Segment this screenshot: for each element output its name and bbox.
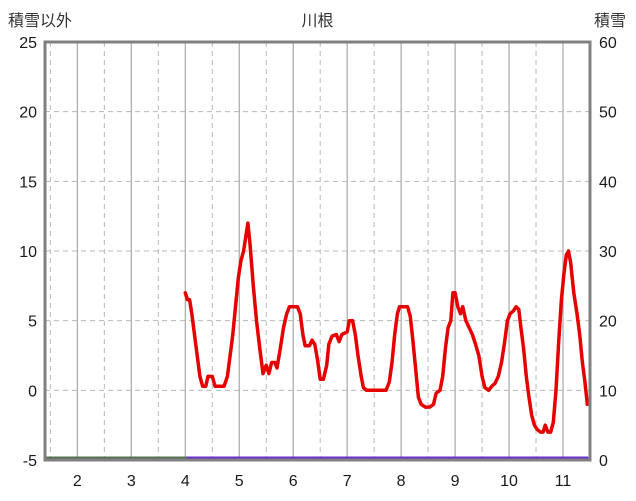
right-tick-label: 10: [599, 383, 617, 400]
series-red-line: [183, 221, 590, 434]
left-tick-label: -5: [23, 453, 37, 470]
x-tick-label: 11: [555, 473, 572, 490]
x-tick-label: 9: [451, 473, 460, 490]
right-tick-label: 0: [599, 453, 608, 470]
chart-title: 川根: [301, 13, 334, 30]
x-tick-label: 5: [235, 473, 244, 490]
left-tick-label: 5: [28, 314, 37, 331]
right-tick-label: 40: [599, 174, 617, 191]
left-tick-label: 10: [19, 244, 37, 261]
x-tick-label: 3: [127, 473, 136, 490]
right-tick-label: 60: [599, 35, 617, 52]
left-axis-title: 積雪以外: [8, 13, 73, 30]
x-tick-label: 8: [397, 473, 406, 490]
left-tick-label: 0: [28, 383, 37, 400]
right-tick-label: 50: [599, 105, 617, 122]
left-tick-label: 20: [19, 105, 37, 122]
x-tick-label: 2: [73, 473, 82, 490]
left-tick-label: 15: [19, 174, 37, 191]
right-tick-label: 30: [599, 244, 617, 261]
right-tick-label: 20: [599, 314, 617, 331]
x-tick-label: 7: [343, 473, 352, 490]
plot-frame: [43, 40, 592, 462]
right-axis-title: 積雪: [593, 13, 626, 30]
left-tick-label: 25: [19, 35, 37, 52]
x-tick-label: 10: [500, 473, 518, 490]
x-tick-label: 6: [289, 473, 298, 490]
x-tick-label: 4: [181, 473, 190, 490]
